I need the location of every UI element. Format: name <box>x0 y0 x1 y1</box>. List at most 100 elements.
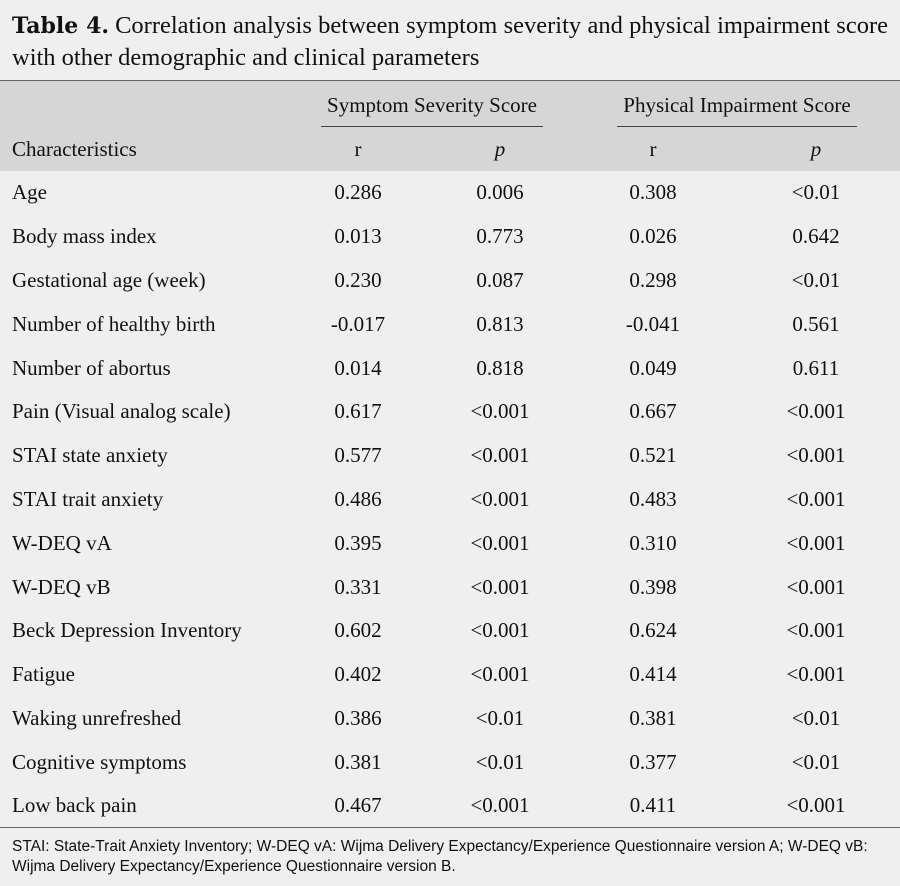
cell: <0.001 <box>732 784 900 829</box>
cell: <0.001 <box>470 574 530 599</box>
table-row: STAI trait anxiety 0.486 <0.001 0.483 <0.001 <box>0 478 900 522</box>
cell: <0.01 <box>475 749 525 774</box>
cell: 0.642 <box>792 224 840 249</box>
table-row: W-DEQ vA 0.395 <0.001 0.310 <0.001 <box>0 521 900 565</box>
row-label: W-DEQ vB <box>12 574 111 599</box>
correlation-table: Symptom Severity Score Physical Impairme… <box>0 80 900 829</box>
cell: -0.017 <box>330 311 386 336</box>
cell: 0.286 <box>334 180 382 205</box>
cell: 0.602 <box>334 618 382 643</box>
cell: 0.611 <box>792 355 840 380</box>
cell: <0.001 <box>470 443 530 468</box>
row-label: Waking unrefreshed <box>12 705 182 730</box>
cell: 0.087 <box>476 267 524 292</box>
table-row: Number of healthy birth -0.017 0.813 -0.041… <box>0 302 900 346</box>
group-header: Physical Impairment Score <box>574 80 900 127</box>
caption-text: Correlation analysis between symptom sev… <box>12 12 888 71</box>
cell: <0.01 <box>791 180 841 205</box>
cell: 0.026 <box>629 224 677 249</box>
column-header: r <box>649 136 657 161</box>
table-row: Fatigue 0.402 <0.001 0.414 <0.001 <box>0 653 900 697</box>
cell: 0.818 <box>476 355 524 380</box>
footnote: STAI: State-Trait Anxiety Inventory; W-D… <box>12 838 868 875</box>
cell: 0.006 <box>476 180 524 205</box>
cell: 0.395 <box>334 530 382 555</box>
column-header-row: Characteristics r p r p <box>0 127 900 171</box>
cell: 0.414 <box>629 662 677 687</box>
cell: 0.667 <box>629 399 677 424</box>
cell: 0.013 <box>334 224 382 249</box>
table-row: Gestational age (week) 0.230 0.087 0.298 <0.… <box>0 259 900 303</box>
cell: <0.001 <box>786 618 846 643</box>
cell: 0.411 <box>574 784 733 829</box>
cell: 0.577 <box>334 443 382 468</box>
group-header-row: Symptom Severity Score Physical Impairme… <box>0 80 900 127</box>
cell: 0.377 <box>629 749 677 774</box>
cell: 0.617 <box>334 399 382 424</box>
cell: <0.001 <box>786 574 846 599</box>
group-header-text: Physical Impairment Score <box>617 93 857 127</box>
cell: 0.310 <box>629 530 677 555</box>
table-row: Beck Depression Inventory 0.602 <0.001 0.62… <box>0 609 900 653</box>
cell: <0.001 <box>470 486 530 511</box>
cell: <0.001 <box>786 443 846 468</box>
group-header-text: Symptom Severity Score <box>321 93 543 127</box>
row-label: STAI trait anxiety <box>12 486 164 511</box>
table-body: Age 0.286 0.006 0.308 <0.01 Body mass index 0.… <box>0 171 900 829</box>
cell: <0.001 <box>786 530 846 555</box>
column-header: r <box>354 136 362 161</box>
cell: 0.230 <box>334 267 382 292</box>
cell: 0.381 <box>629 705 677 730</box>
cell: 0.813 <box>476 311 524 336</box>
cell: 0.398 <box>629 574 677 599</box>
group-header: Symptom Severity Score <box>290 80 575 127</box>
cell: 0.381 <box>334 749 382 774</box>
row-label: Low back pain <box>0 784 290 829</box>
cell: 0.049 <box>629 355 677 380</box>
cell: <0.001 <box>470 618 530 643</box>
cell: 0.331 <box>334 574 382 599</box>
row-label: Cognitive symptoms <box>12 749 187 774</box>
cell: 0.561 <box>792 311 840 336</box>
cell: <0.001 <box>470 662 530 687</box>
cell: <0.01 <box>475 705 525 730</box>
table-row: Low back pain 0.467 <0.001 0.411 <0.001 <box>0 784 900 829</box>
table-row: W-DEQ vB 0.331 <0.001 0.398 <0.001 <box>0 565 900 609</box>
cell: <0.001 <box>426 784 575 829</box>
cell: 0.521 <box>629 443 677 468</box>
cell: 0.308 <box>629 180 677 205</box>
table-label: Table 4. <box>12 13 110 39</box>
row-label: Number of healthy birth <box>12 311 216 336</box>
cell: 0.014 <box>334 355 382 380</box>
row-label: Gestational age (week) <box>12 267 206 292</box>
cell: <0.001 <box>786 399 846 424</box>
column-header: Characteristics <box>12 136 137 161</box>
cell: -0.041 <box>625 311 681 336</box>
row-label: Pain (Visual analog scale) <box>12 399 231 424</box>
cell: 0.467 <box>290 784 426 829</box>
cell: <0.01 <box>791 749 841 774</box>
row-label: Age <box>12 180 47 205</box>
table-row: Body mass index 0.013 0.773 0.026 0.642 <box>0 215 900 259</box>
table-row: Waking unrefreshed 0.386 <0.01 0.381 <0.01 <box>0 697 900 741</box>
table-row: Number of abortus 0.014 0.818 0.049 0.611 <box>0 346 900 390</box>
row-label: Number of abortus <box>12 355 171 380</box>
cell: 0.483 <box>629 486 677 511</box>
row-label: W-DEQ vA <box>12 530 112 555</box>
column-header: p <box>494 136 506 161</box>
column-header: p <box>810 136 822 161</box>
empty-cell <box>0 80 290 127</box>
row-label: STAI state anxiety <box>12 443 168 468</box>
cell: 0.773 <box>476 224 524 249</box>
cell: 0.298 <box>629 267 677 292</box>
table-row: Age 0.286 0.006 0.308 <0.01 <box>0 171 900 215</box>
cell: 0.402 <box>334 662 382 687</box>
cell: <0.01 <box>791 705 841 730</box>
cell: <0.001 <box>786 662 846 687</box>
row-label: Beck Depression Inventory <box>12 618 242 643</box>
cell: 0.386 <box>334 705 382 730</box>
cell: 0.624 <box>629 618 677 643</box>
cell: <0.001 <box>470 399 530 424</box>
table-head: Symptom Severity Score Physical Impairme… <box>0 80 900 171</box>
